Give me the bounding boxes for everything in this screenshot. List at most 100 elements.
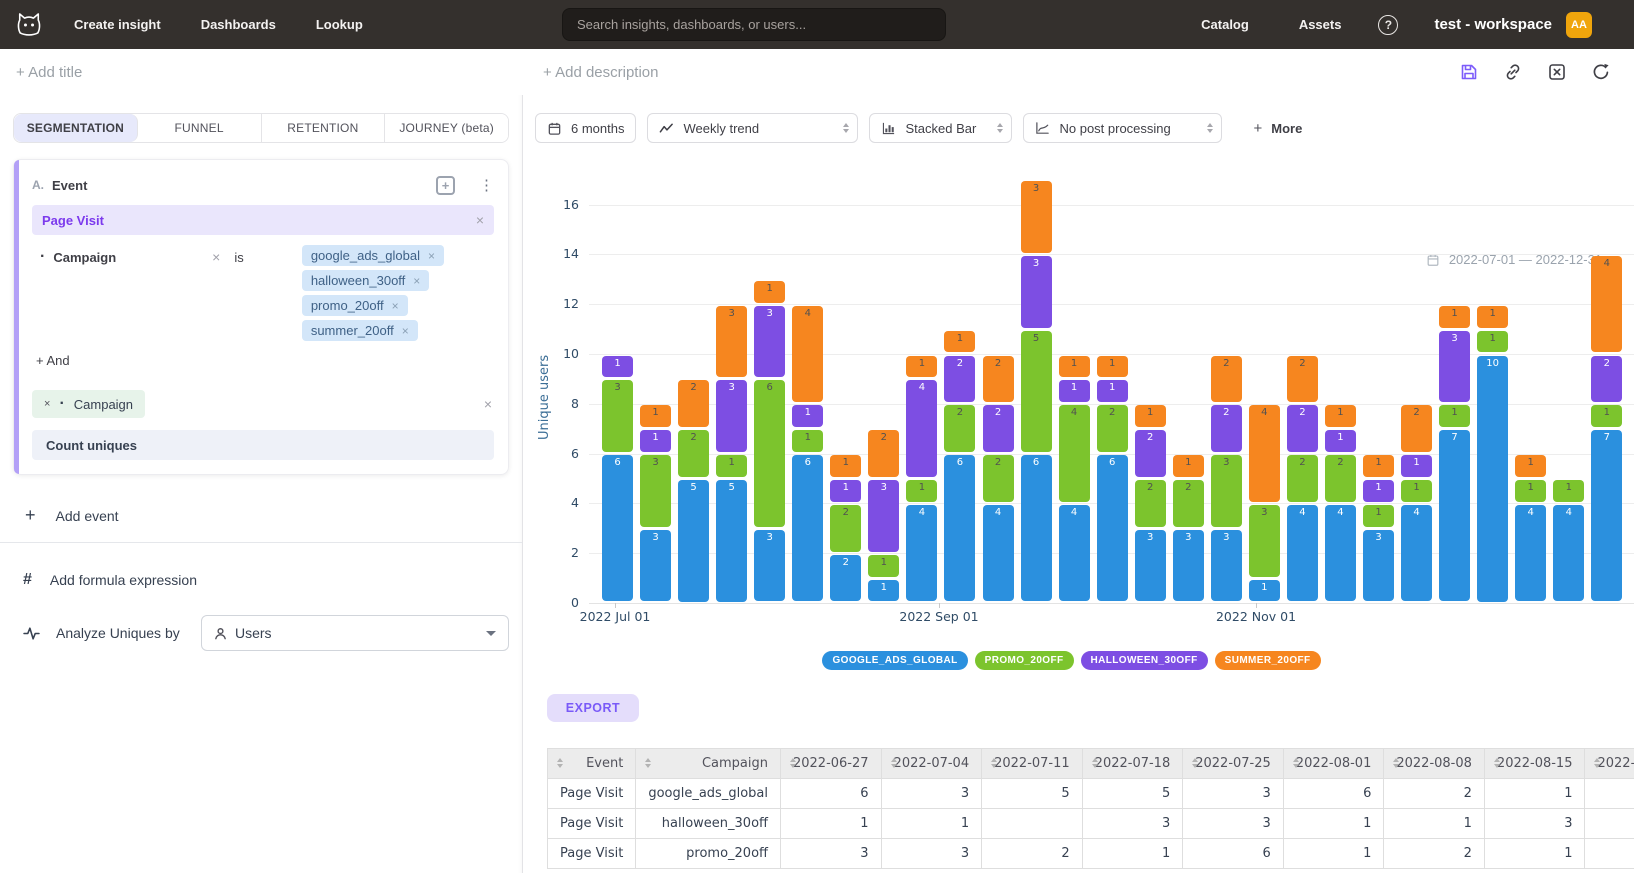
bar-segment-promo_20off[interactable]: 6 xyxy=(754,380,785,526)
bar-segment-promo_20off[interactable]: 3 xyxy=(640,455,671,527)
analyze-by-select[interactable]: Users xyxy=(201,615,509,651)
bar-segment-google_ads_global[interactable]: 3 xyxy=(1173,530,1204,602)
sort-icon[interactable] xyxy=(1192,758,1198,768)
column-header-2022-08-22[interactable]: 2022-08-22 xyxy=(1585,749,1634,779)
bar-segment-promo_20off[interactable]: 5 xyxy=(1021,331,1052,453)
remove-value-icon[interactable]: × xyxy=(402,325,409,337)
legend-pill-google_ads_global[interactable]: GOOGLE_ADS_GLOBAL xyxy=(822,651,967,670)
bar-segment-summer_20off[interactable]: 1 xyxy=(1135,405,1166,427)
bar-segment-summer_20off[interactable]: 1 xyxy=(1173,455,1204,477)
bar-segment-google_ads_global[interactable]: 7 xyxy=(1439,430,1470,601)
bar-segment-summer_20off[interactable]: 1 xyxy=(1363,455,1394,477)
add-formula-button[interactable]: # Add formula expression xyxy=(23,571,509,589)
legend-pill-halloween_30off[interactable]: HALLOWEEN_30OFF xyxy=(1081,651,1208,670)
legend-pill-promo_20off[interactable]: PROMO_20OFF xyxy=(975,651,1074,670)
bar-segment-summer_20off[interactable]: 1 xyxy=(830,455,861,477)
add-description-field[interactable]: + Add description xyxy=(543,64,659,81)
date-range-button[interactable]: 6 months xyxy=(535,113,636,143)
sort-icon[interactable] xyxy=(790,758,796,768)
column-header-2022-07-11[interactable]: 2022-07-11 xyxy=(982,749,1083,779)
bar-segment-google_ads_global[interactable]: 4 xyxy=(1401,505,1432,602)
sort-icon[interactable] xyxy=(645,758,651,768)
bar-segment-google_ads_global[interactable]: 2 xyxy=(830,555,861,602)
bar-segment-promo_20off[interactable]: 2 xyxy=(1173,480,1204,527)
bar-segment-promo_20off[interactable]: 1 xyxy=(1553,480,1584,502)
sort-icon[interactable] xyxy=(1092,758,1098,768)
bar-segment-summer_20off[interactable]: 2 xyxy=(1287,356,1318,403)
bar-segment-halloween_30off[interactable]: 2 xyxy=(1287,405,1318,452)
bar-segment-google_ads_global[interactable]: 4 xyxy=(1515,505,1546,602)
nav-create-insight[interactable]: Create insight xyxy=(74,17,161,32)
bar-segment-halloween_30off[interactable]: 3 xyxy=(754,306,785,378)
chart-type-select[interactable]: Stacked Bar xyxy=(869,113,1012,143)
bar-segment-promo_20off[interactable]: 2 xyxy=(678,430,709,477)
post-processing-select[interactable]: No post processing xyxy=(1023,113,1222,143)
bar-segment-google_ads_global[interactable]: 3 xyxy=(1135,530,1166,602)
tab-funnel[interactable]: FUNNEL xyxy=(138,114,262,142)
save-icon[interactable] xyxy=(1458,61,1480,83)
tab-retention[interactable]: RETENTION xyxy=(262,114,386,142)
bar-segment-google_ads_global[interactable]: 6 xyxy=(1021,455,1052,601)
column-header-campaign[interactable]: Campaign xyxy=(636,749,781,779)
bar-segment-halloween_30off[interactable]: 1 xyxy=(1059,380,1090,402)
filter-value-pill[interactable]: google_ads_global× xyxy=(302,245,444,266)
help-icon[interactable]: ? xyxy=(1378,15,1398,35)
add-event-button[interactable]: + Add event xyxy=(25,505,509,526)
sort-icon[interactable] xyxy=(1393,758,1399,768)
bar-segment-summer_20off[interactable]: 2 xyxy=(1401,405,1432,452)
bar-segment-promo_20off[interactable]: 1 xyxy=(792,430,823,452)
bar-segment-google_ads_global[interactable]: 1 xyxy=(868,580,899,602)
add-title-field[interactable]: + Add title xyxy=(16,64,82,81)
bar-segment-google_ads_global[interactable]: 4 xyxy=(1553,505,1584,602)
bar-segment-halloween_30off[interactable]: 3 xyxy=(716,380,747,452)
bar-segment-summer_20off[interactable]: 1 xyxy=(944,331,975,353)
tab-journey-beta-[interactable]: JOURNEY (beta) xyxy=(385,114,508,142)
column-header-2022-07-04[interactable]: 2022-07-04 xyxy=(881,749,982,779)
bar-segment-promo_20off[interactable]: 2 xyxy=(1135,480,1166,527)
breakdown-pill[interactable]: × · Campaign xyxy=(32,390,145,418)
bar-segment-summer_20off[interactable]: 2 xyxy=(1211,356,1242,403)
bar-segment-halloween_30off[interactable]: 1 xyxy=(1401,455,1432,477)
filter-operator[interactable]: is xyxy=(234,250,243,265)
add-filter-icon[interactable]: + xyxy=(436,176,455,195)
column-header-2022-07-18[interactable]: 2022-07-18 xyxy=(1082,749,1183,779)
bar-segment-summer_20off[interactable]: 4 xyxy=(1249,405,1280,502)
bar-segment-summer_20off[interactable]: 1 xyxy=(640,405,671,427)
aggregation-select[interactable]: Count uniques xyxy=(32,430,494,460)
bar-segment-google_ads_global[interactable]: 4 xyxy=(1059,505,1090,602)
remove-value-icon[interactable]: × xyxy=(392,300,399,312)
bar-segment-google_ads_global[interactable]: 1 xyxy=(1249,580,1280,602)
more-button[interactable]: + More xyxy=(1253,120,1302,137)
bar-segment-summer_20off[interactable]: 1 xyxy=(1325,405,1356,427)
bar-segment-summer_20off[interactable]: 1 xyxy=(754,281,785,303)
bar-segment-promo_20off[interactable]: 1 xyxy=(868,555,899,577)
bar-segment-promo_20off[interactable]: 1 xyxy=(1515,480,1546,502)
bar-segment-promo_20off[interactable]: 4 xyxy=(1059,405,1090,502)
bar-segment-promo_20off[interactable]: 1 xyxy=(1439,405,1470,427)
bar-segment-google_ads_global[interactable]: 6 xyxy=(792,455,823,601)
bar-segment-halloween_30off[interactable]: 2 xyxy=(1591,356,1622,403)
bar-segment-halloween_30off[interactable]: 2 xyxy=(1211,405,1242,452)
filter-value-pill[interactable]: summer_20off× xyxy=(302,320,418,341)
nav-dashboards[interactable]: Dashboards xyxy=(201,17,276,32)
bar-segment-summer_20off[interactable]: 2 xyxy=(983,356,1014,403)
bar-segment-summer_20off[interactable]: 2 xyxy=(868,430,899,477)
tab-segmentation[interactable]: SEGMENTATION xyxy=(14,114,138,142)
sort-icon[interactable] xyxy=(891,758,897,768)
bar-segment-halloween_30off[interactable]: 1 xyxy=(602,356,633,378)
bar-segment-google_ads_global[interactable]: 3 xyxy=(1363,530,1394,602)
bar-segment-summer_20off[interactable]: 1 xyxy=(1515,455,1546,477)
bar-segment-google_ads_global[interactable]: 4 xyxy=(983,505,1014,602)
sort-icon[interactable] xyxy=(1594,758,1600,768)
bar-segment-google_ads_global[interactable]: 4 xyxy=(1325,505,1356,602)
column-header-2022-08-08[interactable]: 2022-08-08 xyxy=(1384,749,1485,779)
bar-segment-google_ads_global[interactable]: 4 xyxy=(1287,505,1318,602)
avatar[interactable]: AA xyxy=(1566,12,1592,38)
add-and-condition[interactable]: + And xyxy=(36,353,494,368)
bar-segment-google_ads_global[interactable]: 4 xyxy=(906,505,937,602)
nav-assets[interactable]: Assets xyxy=(1299,17,1342,32)
bar-segment-halloween_30off[interactable]: 3 xyxy=(868,480,899,552)
bar-segment-halloween_30off[interactable]: 1 xyxy=(792,405,823,427)
bar-segment-promo_20off[interactable]: 1 xyxy=(1477,331,1508,353)
remove-value-icon[interactable]: × xyxy=(428,250,435,262)
